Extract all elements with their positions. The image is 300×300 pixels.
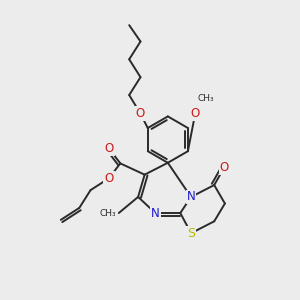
Text: O: O <box>220 161 229 174</box>
Text: N: N <box>187 190 195 203</box>
Text: N: N <box>151 206 160 220</box>
Text: O: O <box>104 172 114 185</box>
Text: O: O <box>190 107 200 120</box>
Text: CH₃: CH₃ <box>198 94 214 103</box>
Text: O: O <box>136 107 145 120</box>
Text: S: S <box>187 227 195 240</box>
Text: CH₃: CH₃ <box>100 208 116 217</box>
Text: O: O <box>104 142 114 155</box>
